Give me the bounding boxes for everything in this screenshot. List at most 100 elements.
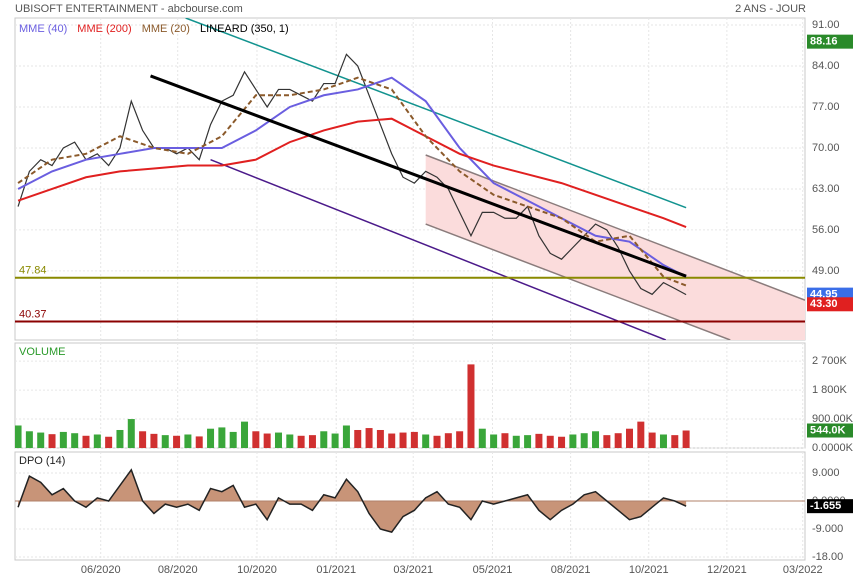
volume-bar	[659, 434, 667, 448]
volume-bar	[433, 435, 441, 448]
volume-bar	[501, 433, 509, 448]
series-line	[17, 117, 687, 228]
y-tick-label: 84.00	[812, 60, 840, 72]
value-badge-label: 43.30	[810, 298, 838, 310]
level-label: 47.84	[19, 265, 47, 277]
x-tick-label: 06/2020	[81, 564, 121, 576]
volume-bar	[388, 433, 396, 448]
volume-bar	[241, 421, 249, 448]
volume-bar	[71, 433, 79, 448]
volume-bar	[648, 432, 656, 448]
volume-bar	[229, 431, 237, 448]
x-tick-label: 01/2021	[316, 564, 356, 576]
volume-bar	[558, 436, 566, 448]
x-tick-label: 03/2021	[393, 564, 433, 576]
volume-bar	[93, 434, 101, 448]
volume-bar	[105, 436, 113, 448]
volume-bar	[184, 434, 192, 448]
price-line	[17, 53, 687, 296]
volume-bar	[614, 433, 622, 448]
volume-bar	[207, 428, 215, 448]
value-badge	[807, 499, 853, 514]
volume-bar	[59, 431, 67, 448]
dpo-line	[17, 468, 687, 533]
volume-bar	[410, 431, 418, 448]
x-tick-label: 05/2021	[473, 564, 513, 576]
volume-bar	[637, 421, 645, 448]
value-badge	[807, 297, 853, 312]
legend-entry: LINEARD (350, 1)	[200, 23, 289, 35]
volume-bar	[161, 435, 169, 448]
volume-bar	[308, 435, 316, 448]
volume-bar	[456, 431, 464, 448]
channel-line	[210, 158, 667, 340]
period: 2 ANS - JOUR	[735, 3, 806, 15]
y-tick-label: 1 800K	[812, 384, 848, 396]
x-tick-label: 03/2022	[783, 564, 823, 576]
series-line	[150, 74, 687, 278]
volume-bar	[274, 432, 282, 448]
y-tick-label: 63.00	[812, 183, 840, 195]
value-badge	[807, 423, 853, 438]
volume-bar	[478, 428, 486, 448]
value-badge-label: -1.655	[810, 500, 841, 512]
volume-bar	[286, 434, 294, 448]
legend-entry: MME (200)	[77, 23, 131, 35]
volume-bar	[682, 430, 690, 448]
volume-bar	[25, 431, 33, 448]
series-line	[17, 76, 687, 278]
volume-bar	[173, 435, 181, 448]
volume-bar	[15, 425, 22, 448]
x-tick-label: 10/2021	[629, 564, 669, 576]
volume-bar	[592, 431, 600, 448]
volume-bar	[116, 429, 124, 448]
y-tick-label: 0.0000K	[812, 442, 854, 454]
volume-bar	[546, 435, 554, 448]
volume-bar	[512, 435, 520, 448]
volume-plot	[15, 364, 690, 448]
volume-bar	[150, 433, 158, 448]
volume-bar	[580, 433, 588, 448]
channel-line	[185, 18, 687, 209]
x-tick-label: 08/2021	[551, 564, 591, 576]
y-tick-label: 91.00	[812, 19, 840, 31]
volume-bar	[422, 434, 430, 448]
volume-panel	[14, 342, 806, 449]
volume-bar	[127, 419, 135, 448]
y-tick-label: 56.00	[812, 224, 840, 236]
y-tick-label: -9.000	[812, 523, 843, 535]
x-tick-label: 08/2020	[158, 564, 198, 576]
volume-bar	[331, 433, 339, 448]
series-line	[17, 76, 687, 287]
volume-bar	[603, 435, 611, 448]
x-tick-label: 10/2020	[237, 564, 277, 576]
channel-fill	[425, 154, 805, 340]
volume-bar	[252, 431, 260, 448]
dpo-title: DPO (14)	[19, 455, 65, 467]
volume-bar	[490, 434, 498, 448]
value-badge-label: 88.16	[810, 36, 838, 48]
dpo-plot	[15, 468, 805, 533]
y-tick-label: 2 700K	[812, 355, 848, 367]
y-tick-label: 77.00	[812, 101, 840, 113]
volume-bar	[467, 364, 475, 448]
price-plot: 47.84 40.37	[15, 18, 805, 340]
volume-bar	[354, 429, 362, 448]
legend-entry: MME (20)	[142, 23, 190, 35]
volume-bar	[195, 436, 203, 448]
volume-bar	[399, 432, 407, 448]
y-tick-label: 70.00	[812, 142, 840, 154]
x-tick-label: 12/2021	[707, 564, 747, 576]
volume-bar	[82, 435, 90, 448]
volume-bar	[625, 428, 633, 448]
volume-bar	[48, 434, 56, 448]
y-tick-label: 49.00	[812, 265, 840, 277]
volume-bar	[524, 435, 532, 448]
y-tick-label: -18.00	[812, 551, 843, 563]
volume-bar	[569, 434, 577, 448]
value-badge-label: 544.0K	[810, 424, 846, 436]
volume-bar	[139, 431, 147, 448]
volume-bar	[263, 433, 271, 448]
y-tick-label: 9.000	[812, 467, 840, 479]
